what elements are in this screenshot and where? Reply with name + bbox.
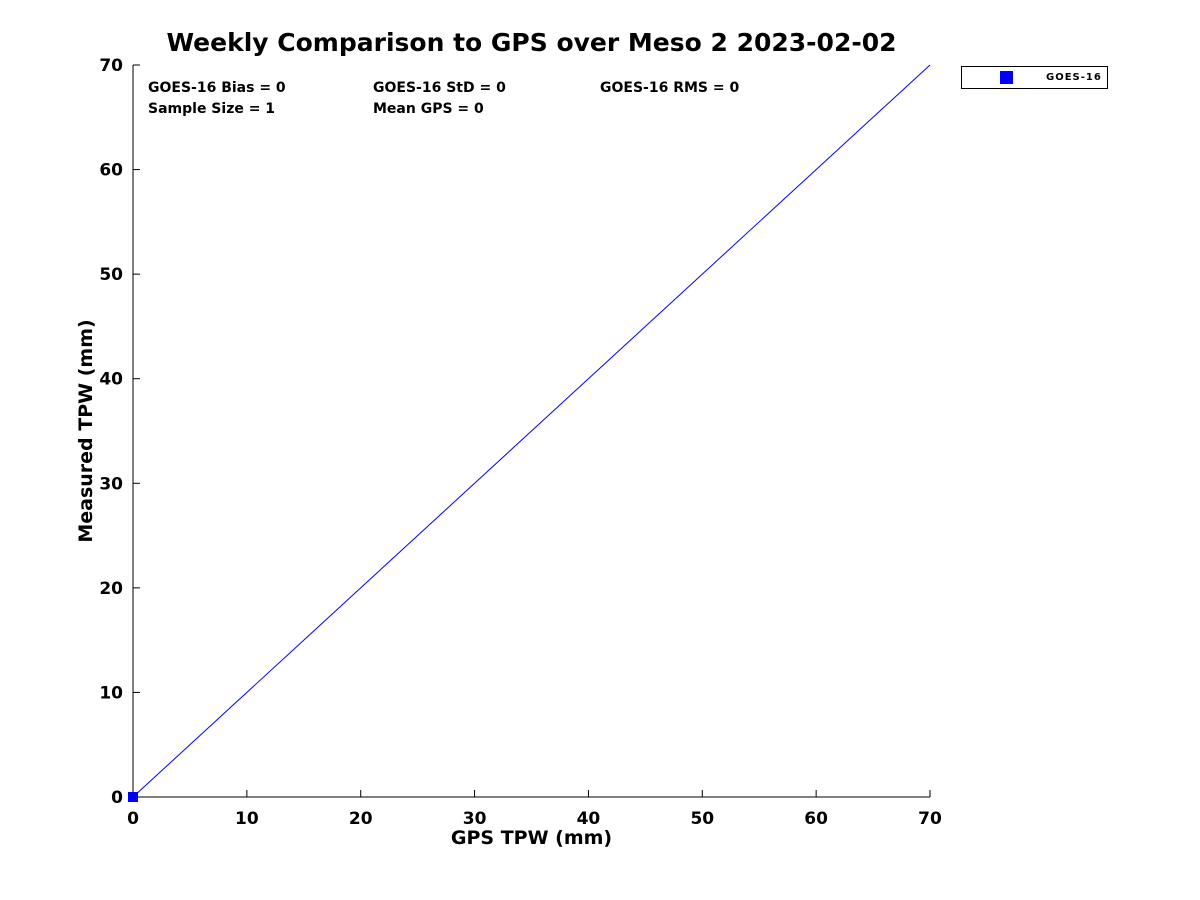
x-axis-label: GPS TPW (mm) [450,827,613,849]
y-axis-tick-label: 30 [99,474,123,494]
y-axis-tick-label: 60 [99,161,123,181]
y-axis-tick-label: 50 [99,265,123,285]
y-axis-tick-label: 10 [99,683,123,703]
x-axis-tick-label: 40 [577,809,601,829]
y-axis-tick-label: 20 [99,579,123,599]
stat-bias: GOES-16 Bias = 0 [148,80,286,96]
x-axis-tick-label: 50 [690,809,714,829]
legend-label: GOES-16 [1046,72,1102,83]
data-point-marker [128,792,138,802]
stat-rms: GOES-16 RMS = 0 [600,80,740,96]
y-axis-tick-label: 0 [111,788,123,808]
x-axis-tick-label: 20 [349,809,373,829]
x-axis-tick-label: 70 [918,809,942,829]
stat-std: GOES-16 StD = 0 [373,80,506,96]
x-axis-tick-label: 10 [235,809,259,829]
stat-sample-size: Sample Size = 1 [148,101,276,117]
stat-mean-gps: Mean GPS = 0 [373,101,484,117]
chart-title: Weekly Comparison to GPS over Meso 2 202… [166,28,897,57]
x-axis-tick-label: 60 [804,809,828,829]
y-axis-label: Measured TPW (mm) [75,319,98,543]
legend-marker-square-icon [1000,71,1013,84]
x-axis-tick-label: 30 [463,809,487,829]
y-axis-tick-label: 70 [99,56,123,76]
reference-line [132,64,931,798]
x-axis-tick-label: 0 [127,809,139,829]
legend: GOES-16 [961,66,1108,89]
y-axis-tick-label: 40 [99,370,123,390]
